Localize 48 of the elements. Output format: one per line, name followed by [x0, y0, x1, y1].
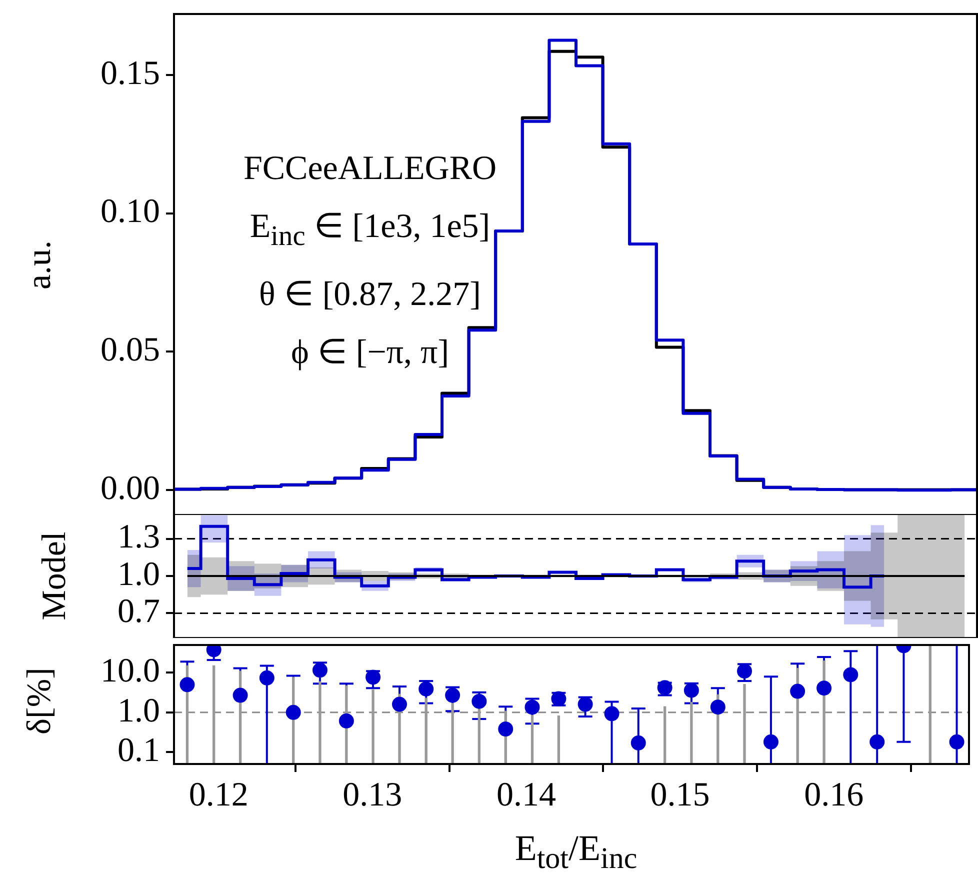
y-axis-title: δ[%] — [21, 667, 59, 734]
y-tick-label: 1.0 — [118, 692, 160, 730]
point — [312, 662, 328, 678]
x-tick-label: 0.12 — [188, 776, 248, 814]
y-tick-label: 0.7 — [118, 593, 160, 630]
point — [524, 700, 540, 715]
y-axis-title: Model — [36, 532, 74, 620]
point — [790, 684, 806, 699]
point — [180, 677, 195, 692]
point — [259, 670, 274, 686]
point — [949, 734, 964, 750]
y-tick-label: 1.3 — [118, 518, 160, 556]
point — [870, 734, 885, 750]
x-tick-label: 0.13 — [342, 776, 402, 814]
annotation: FCCeeALLEGRO — [243, 149, 497, 189]
y-tick-label: 1.0 — [118, 556, 160, 593]
point — [578, 696, 593, 712]
point — [366, 670, 381, 685]
x-tick-label: 0.16 — [804, 776, 864, 814]
x-tick-label: 0.15 — [650, 776, 710, 814]
point — [684, 682, 699, 698]
point — [392, 696, 407, 712]
y-axis-title: a.u. — [21, 240, 59, 290]
point — [737, 664, 752, 679]
point — [232, 688, 248, 703]
point — [445, 688, 460, 703]
annotation: E$_{inc}$ ∈ [1e3, 1e5] — [248, 207, 492, 254]
y-tick-label: 10.0 — [100, 652, 160, 690]
point — [286, 704, 301, 720]
point — [843, 667, 858, 682]
point — [604, 706, 620, 722]
point — [710, 700, 726, 715]
point — [472, 694, 487, 709]
point — [498, 722, 514, 737]
y-tick-label: 0.05 — [100, 332, 160, 369]
x-axis-title: E$_{tot}$/E$_{inc}$ — [514, 827, 638, 876]
point — [816, 680, 832, 696]
y-tick-label: 0.00 — [100, 470, 160, 508]
point — [630, 735, 646, 750]
annotation: ϕ ∈ [−π, π] — [290, 332, 450, 373]
y-tick-label: 0.1 — [118, 732, 160, 769]
annotation: θ ∈ [0.87, 2.27] — [258, 274, 482, 315]
y-tick-label: 0.10 — [100, 193, 160, 230]
x-tick-label: 0.14 — [496, 776, 556, 814]
point — [418, 681, 434, 696]
point — [338, 713, 354, 728]
point — [763, 734, 778, 750]
y-tick-label: 0.15 — [100, 54, 160, 92]
